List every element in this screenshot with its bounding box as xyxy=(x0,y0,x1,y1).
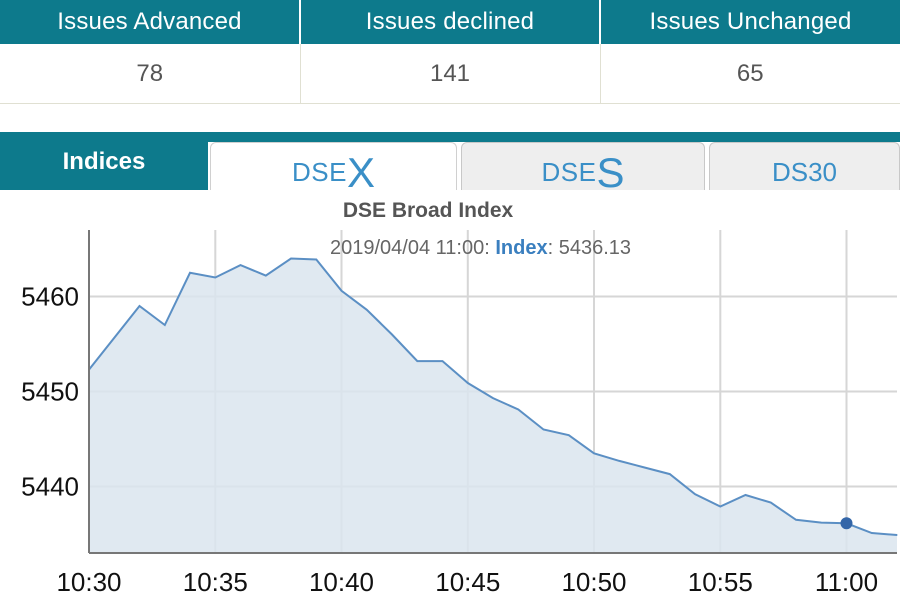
tab-dses-suffix: S xyxy=(596,148,625,196)
tooltip-value: 5436.13 xyxy=(559,237,631,259)
x-tick-label: 10:55 xyxy=(688,567,753,597)
y-tick-label: 5460 xyxy=(21,282,79,312)
index-area-layer xyxy=(88,257,898,553)
index-data-point xyxy=(871,532,873,534)
stats-value-row: 78 141 65 xyxy=(0,44,900,104)
index-data-point xyxy=(391,333,393,336)
x-tick-label: 11:00 xyxy=(815,567,878,597)
issues-advanced-header: Issues Advanced xyxy=(0,0,301,44)
index-data-point xyxy=(517,408,519,411)
chart-title: DSE Broad Index xyxy=(343,199,514,222)
market-stats-table: Issues Advanced Issues declined Issues U… xyxy=(0,0,900,104)
index-data-point xyxy=(265,275,267,277)
index-data-point xyxy=(315,258,317,261)
tab-dsex-prefix: DSE xyxy=(292,157,347,187)
x-tick-label: 10:50 xyxy=(561,567,626,597)
index-data-point xyxy=(719,505,721,508)
tooltip-separator: : xyxy=(548,237,554,259)
issues-advanced-value: 78 xyxy=(0,44,301,104)
issues-unchanged-value: 65 xyxy=(600,44,900,104)
index-data-point xyxy=(694,493,696,495)
tab-dses-prefix: DSE xyxy=(541,157,597,187)
issues-declined-value: 141 xyxy=(300,44,601,104)
index-data-point xyxy=(593,452,595,454)
index-data-point xyxy=(290,257,292,260)
dse-broad-index-chart: 10:30 10:35 10:40 10:45 10:50 10:55 11:00 5440 5… xyxy=(0,190,900,600)
index-data-point xyxy=(542,428,545,431)
index-data-point xyxy=(340,290,343,292)
index-data-point xyxy=(770,502,772,504)
index-series-line xyxy=(88,257,898,536)
y-tick-label: 5440 xyxy=(21,472,79,502)
index-data-point xyxy=(366,309,368,311)
index-data-point xyxy=(441,360,444,362)
index-data-point xyxy=(795,519,797,521)
tab-dsex-suffix: X xyxy=(346,148,375,196)
index-data-point xyxy=(568,434,570,436)
index-data-point xyxy=(669,473,671,475)
stats-header-row: Issues Advanced Issues declined Issues U… xyxy=(0,0,900,44)
x-tick-label: 10:45 xyxy=(435,567,500,597)
tab-ds30-label: DS30 xyxy=(771,157,838,187)
x-tick-label: 10:40 xyxy=(309,567,374,597)
x-tick-label: 10:30 xyxy=(56,567,121,597)
issues-unchanged-header: Issues Unchanged xyxy=(600,0,900,44)
issues-declined-header: Issues declined xyxy=(300,0,601,44)
index-data-point xyxy=(164,324,166,326)
tab-bar-strip xyxy=(0,132,900,142)
index-data-point xyxy=(820,522,822,524)
tooltip-datetime: 2019/04/04 11:00: xyxy=(330,237,490,259)
y-tick-label: 5450 xyxy=(21,377,79,407)
tooltip-series-label: Index xyxy=(495,237,547,259)
index-data-point xyxy=(467,382,469,384)
highlighted-point-marker xyxy=(840,517,853,530)
axes: 10:30 10:35 10:40 10:45 10:50 10:55 11:00 5440 5… xyxy=(21,230,897,597)
chart-tooltip: 2019/04/04 11:00: Index: 5436.13 xyxy=(330,237,631,259)
index-data-point xyxy=(214,276,216,279)
index-data-point xyxy=(492,397,494,399)
index-data-point xyxy=(416,360,418,362)
index-data-point xyxy=(643,466,646,469)
index-data-point xyxy=(138,305,141,307)
indices-section-label: Indices xyxy=(0,132,208,192)
index-data-point xyxy=(896,534,898,536)
index-data-point xyxy=(239,264,242,266)
x-tick-label: 10:35 xyxy=(183,567,248,597)
index-data-point xyxy=(618,460,620,462)
index-data-point xyxy=(744,494,747,496)
index-area-fill xyxy=(89,258,897,553)
index-data-point xyxy=(189,272,191,274)
